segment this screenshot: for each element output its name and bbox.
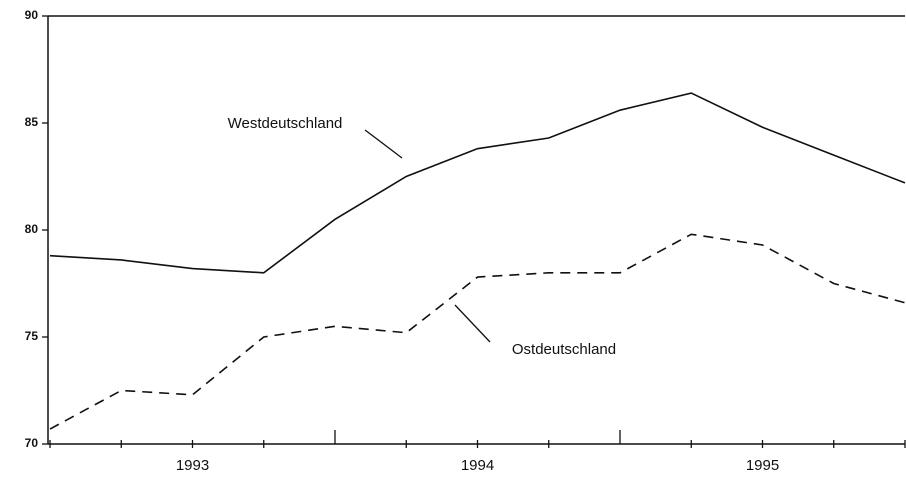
y-tick-label: 80	[25, 222, 39, 236]
x-tick-label: 1993	[176, 457, 209, 474]
series-annotation: Westdeutschland	[228, 115, 343, 132]
y-tick-label: 75	[25, 329, 39, 343]
annotation-pointer	[454, 304, 491, 343]
series-annotation: Ostdeutschland	[512, 341, 616, 358]
annotation-pointer	[364, 129, 403, 159]
x-tick-label: 1994	[461, 457, 494, 474]
y-tick-label: 90	[25, 8, 39, 22]
y-tick-label: 85	[25, 115, 39, 129]
series-line	[49, 233, 906, 430]
y-tick-label: 70	[25, 436, 39, 450]
series-line	[49, 92, 906, 274]
x-tick-label: 1995	[746, 457, 779, 474]
